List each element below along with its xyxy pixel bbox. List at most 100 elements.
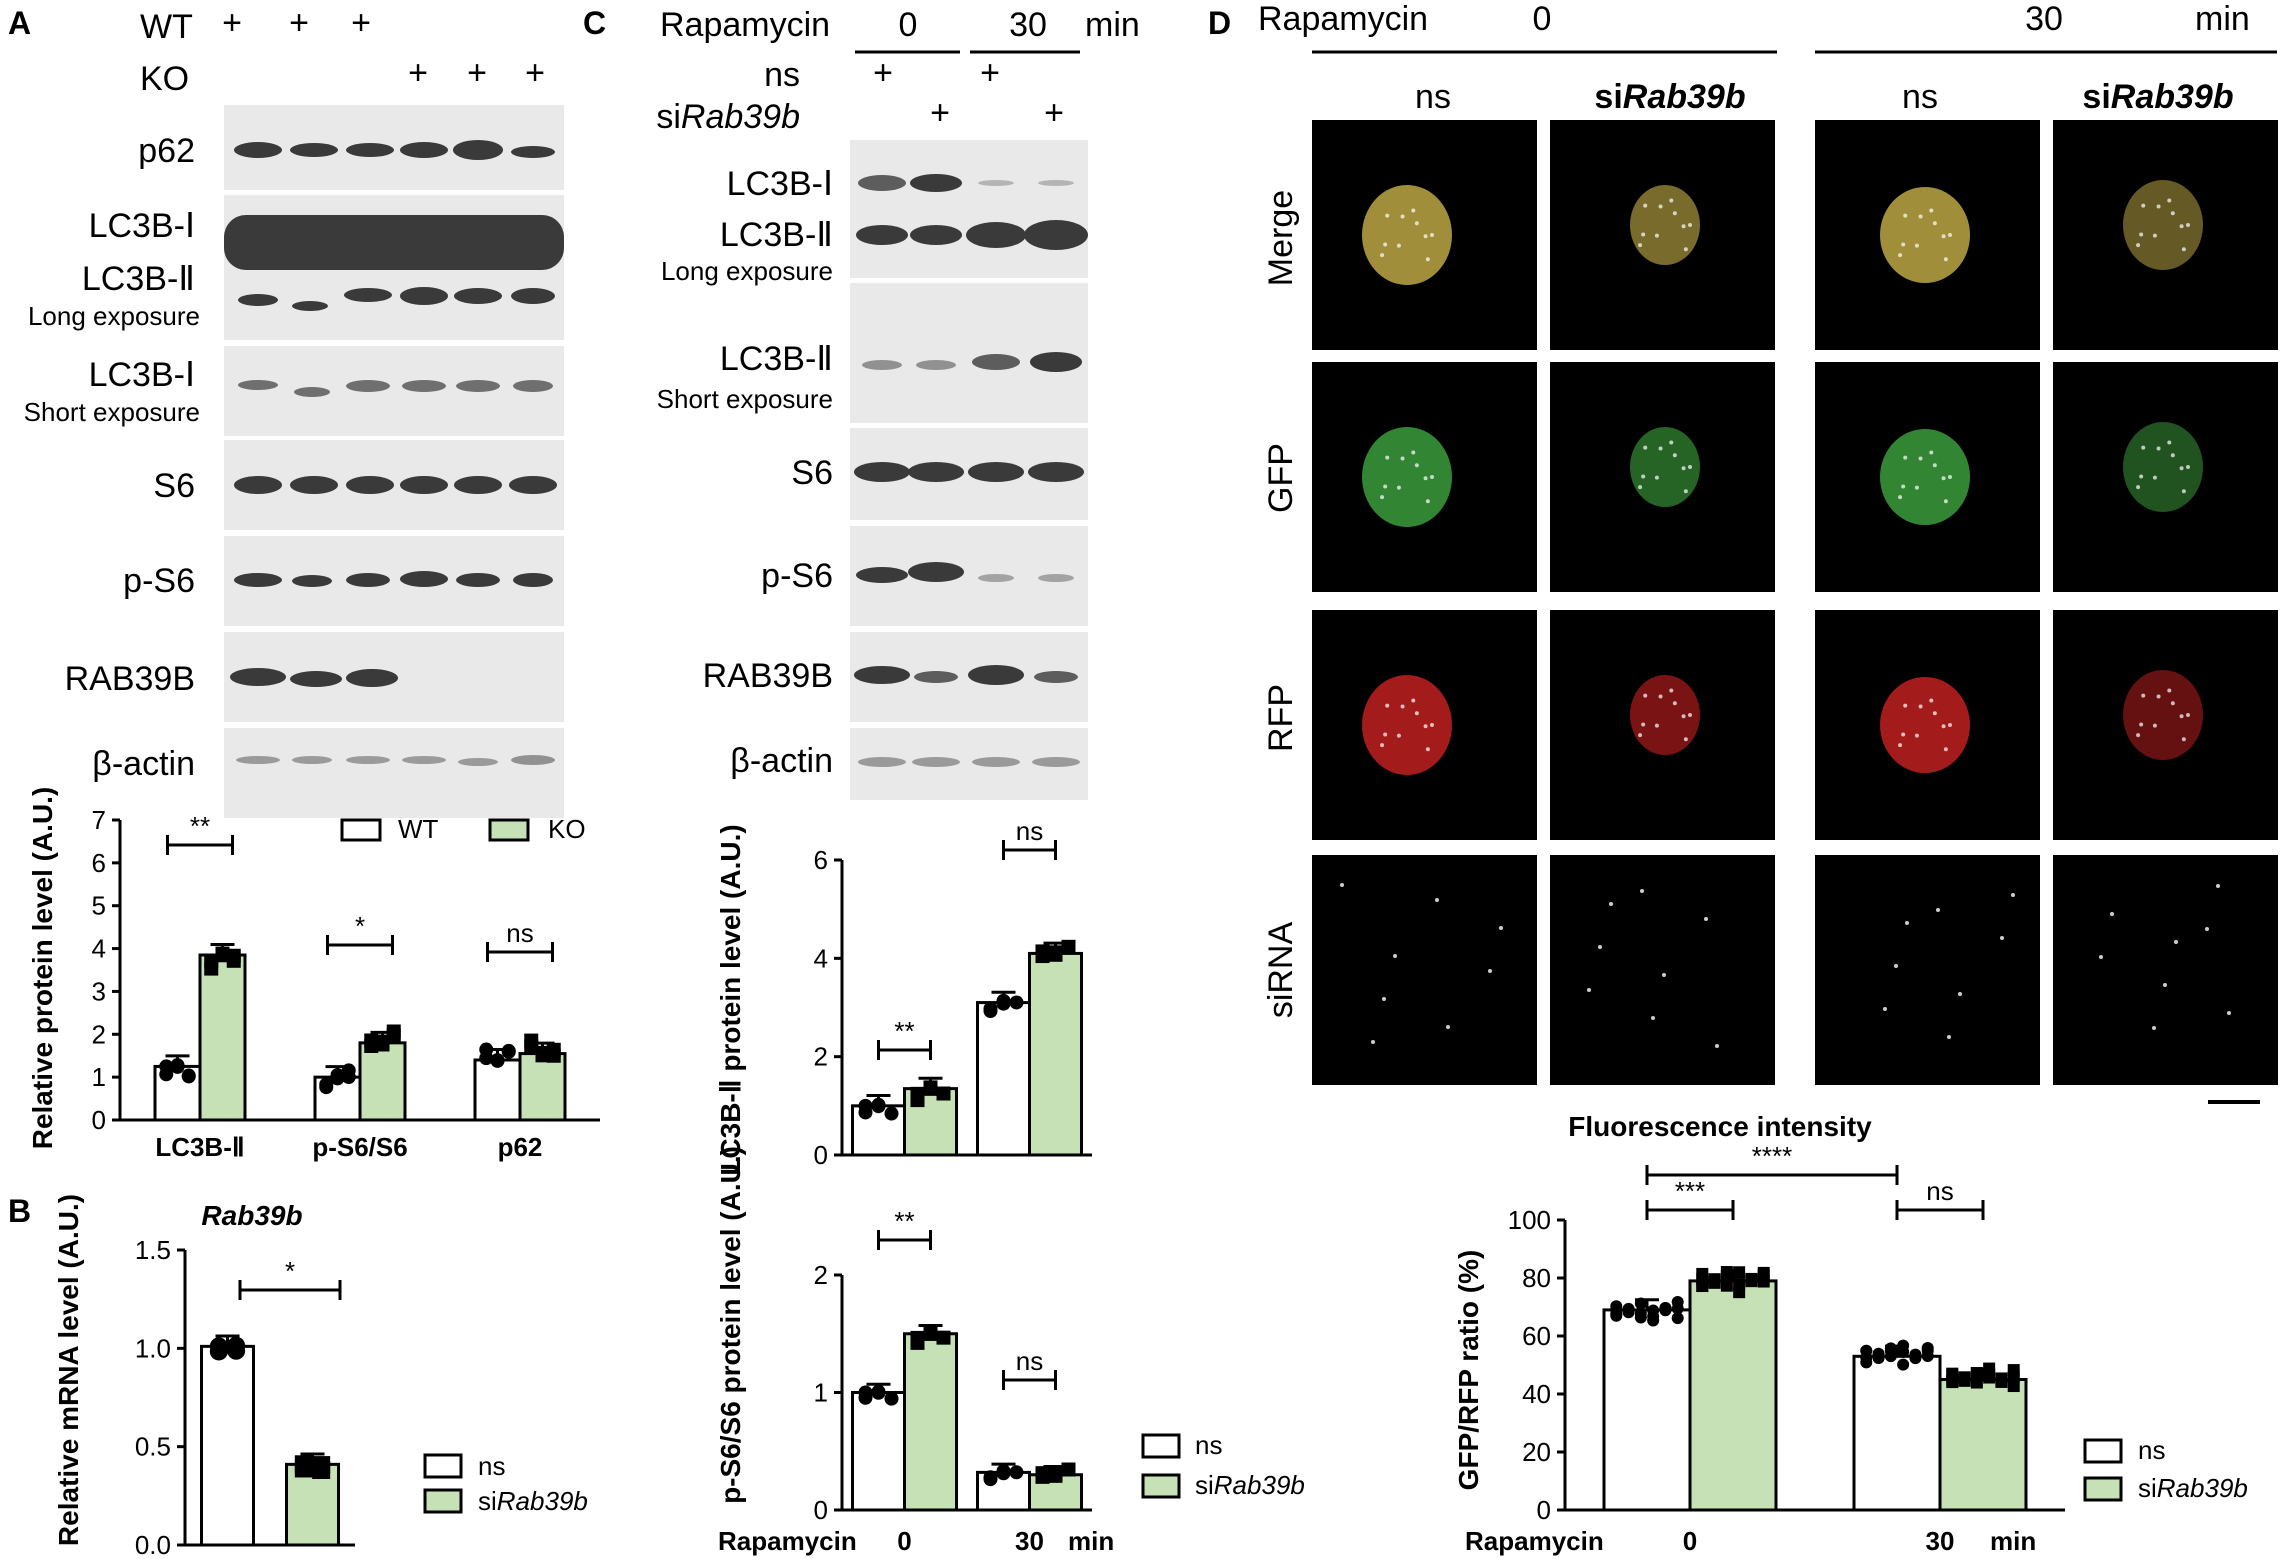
puncta <box>1929 208 1934 213</box>
puncta <box>1380 495 1385 500</box>
blot-strip <box>850 140 1088 278</box>
puncta <box>2141 203 2146 208</box>
data-point <box>1671 1296 1684 1309</box>
bar <box>358 1041 407 1122</box>
puncta <box>2186 713 2190 717</box>
puncta <box>1683 737 1688 742</box>
puncta <box>1943 499 1948 504</box>
blot-band <box>1032 757 1080 767</box>
blot-label-s6: S6 <box>153 467 195 505</box>
western-blot-c <box>850 140 1088 800</box>
western-blot-a <box>224 105 564 818</box>
blot-band <box>513 573 553 587</box>
puncta <box>1380 253 1385 258</box>
cell <box>1880 429 1970 525</box>
puncta <box>1423 724 1428 729</box>
legend-label-si: siRab39b <box>2138 1473 2248 1503</box>
puncta <box>1396 733 1401 738</box>
c-blot-label-rab39b: RAB39B <box>703 657 833 695</box>
puncta <box>1641 722 1646 727</box>
puncta <box>1948 475 1952 479</box>
cell <box>2123 422 2203 512</box>
time-30-d: 30 <box>2025 0 2063 38</box>
data-point <box>1610 1300 1623 1313</box>
blot-band <box>1038 574 1074 582</box>
sirna-dot <box>1905 921 1909 925</box>
sirna-dot <box>1640 889 1644 893</box>
bar <box>976 1001 1031 1157</box>
puncta <box>1658 694 1663 699</box>
min-label-c: min <box>1085 6 1140 44</box>
data-point <box>1061 1462 1076 1477</box>
data-point <box>294 1455 313 1474</box>
puncta <box>1654 233 1659 238</box>
data-point <box>1745 1275 1758 1288</box>
puncta <box>1396 243 1401 248</box>
puncta <box>2170 701 2175 706</box>
blot-band <box>400 571 448 587</box>
c-plus-si-30: + <box>1044 94 1064 132</box>
c-plus-ns-0: + <box>873 54 893 92</box>
data-point <box>1035 1466 1050 1481</box>
significance-label: ns <box>506 918 533 948</box>
sirna-dot <box>1715 1044 1719 1048</box>
panel-d: D Rapamycin 0 30 min ns siRab39b ns siRa… <box>1208 0 2278 1556</box>
blot-band <box>966 222 1026 248</box>
puncta <box>2181 247 2186 252</box>
data-point <box>1659 1301 1672 1314</box>
sirna-dot <box>1382 997 1386 1001</box>
sirna-dot <box>1883 1007 1887 1011</box>
cell <box>2123 180 2203 270</box>
sirna-dot <box>1435 898 1439 902</box>
d-col-label-ns-30: ns <box>1902 78 1938 116</box>
data-point <box>226 948 241 963</box>
c-blot-label-short-exposure: Short exposure <box>657 384 833 414</box>
y-tick-label: 80 <box>1522 1263 1551 1293</box>
blot-label-long-exposure: Long exposure <box>28 301 200 331</box>
time-0-c: 0 <box>899 6 918 44</box>
data-point <box>546 1048 561 1063</box>
y-tick-label: 0 <box>814 1140 828 1170</box>
puncta <box>2179 714 2184 719</box>
blot-label-lc3b-i-short: LC3B-Ⅰ <box>89 356 195 394</box>
legend-label-wt: WT <box>398 814 439 844</box>
y-tick-label: 2 <box>814 1042 828 1072</box>
puncta <box>1918 214 1923 219</box>
cell <box>1362 185 1452 285</box>
legend-swatch-ns <box>423 1453 463 1479</box>
blot-band <box>854 666 910 684</box>
puncta <box>1914 733 1919 738</box>
puncta <box>2136 485 2141 490</box>
y-tick-label: 3 <box>92 976 106 1006</box>
data-point <box>871 1099 886 1114</box>
blot-band <box>292 575 332 587</box>
legend-swatch-ns <box>2083 1438 2123 1464</box>
data-point <box>1009 1465 1024 1480</box>
data-point <box>923 1325 938 1340</box>
blot-band <box>1038 180 1074 186</box>
cell <box>1630 675 1700 755</box>
puncta <box>2170 211 2175 216</box>
puncta <box>2167 198 2172 203</box>
puncta <box>1941 476 1946 481</box>
blot-band <box>858 757 906 767</box>
d-row-label-gfp: GFP <box>1262 443 1300 513</box>
blot-band <box>400 476 448 494</box>
blot-band <box>453 140 503 160</box>
d-col-label-ns-0: ns <box>1415 78 1451 116</box>
puncta <box>1425 257 1430 262</box>
data-point <box>490 1053 505 1068</box>
x-tick-label: p-S6/S6 <box>312 1132 407 1162</box>
panel-c: C Rapamycin 0 30 min ns siRab39b + + + + <box>583 5 1305 1556</box>
puncta <box>1681 714 1686 719</box>
blot-band <box>454 288 502 304</box>
data-point <box>181 1069 196 1084</box>
si-row-label-c: siRab39b <box>656 98 800 136</box>
bar <box>518 1052 567 1122</box>
puncta <box>1396 485 1401 490</box>
c-blot-label-long-exposure: Long exposure <box>661 256 833 286</box>
y-tick-label: 0.5 <box>135 1432 171 1462</box>
sirna-dot <box>1499 926 1503 930</box>
data-point <box>1061 939 1076 954</box>
data-point <box>1720 1279 1733 1292</box>
